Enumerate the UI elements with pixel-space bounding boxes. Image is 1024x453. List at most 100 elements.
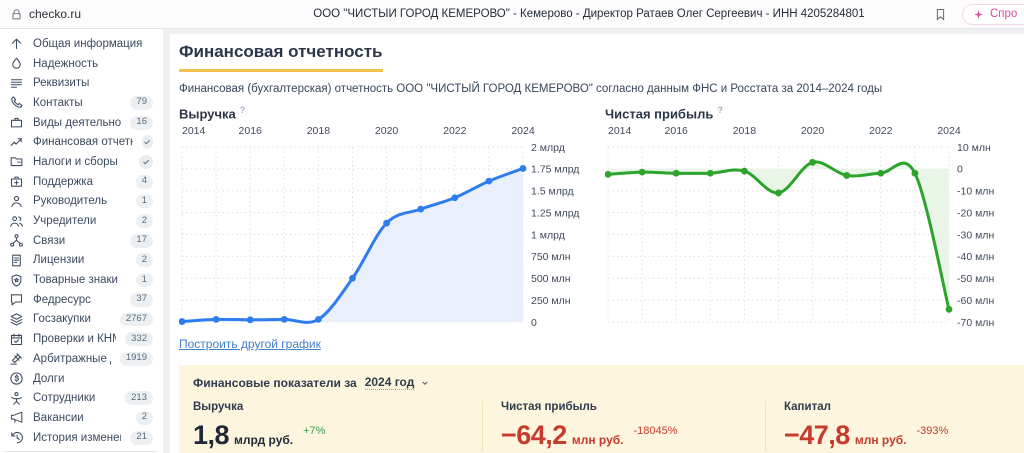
employees-icon [10,391,23,405]
indicator-card-1: Выручка 1,8 млрд руб. +7% [193,401,482,451]
layers-icon [10,313,23,326]
chart-net-profit-canvas: 10 млн 0 -10 млн -20 млн -30 млн -40 млн -50 м… [604,123,1023,334]
indicator-unit: млн руб. [854,433,907,447]
sidebar-item-label: Налоги и сборы [33,155,118,168]
help-icon[interactable]: ? [717,105,723,115]
svg-text:-50 млн: -50 млн [957,273,994,285]
support-icon [10,176,23,187]
sidebar-item[interactable]: Проверки и КНМ 332 [0,329,163,349]
sidebar-item-label: История изменений [33,431,121,444]
indicator-value: −47,8 [784,420,850,450]
indicator-label: Капитал [784,401,831,413]
sidebar-item[interactable]: Связи 17 [0,231,163,251]
svg-text:2 млрд: 2 млрд [531,142,565,154]
sidebar-item-label: Арбитражные дела [33,352,111,365]
bookmark-icon [936,8,945,21]
svg-text:2018: 2018 [733,125,757,137]
ask-button-label: Спро [990,8,1018,20]
sidebar-item[interactable]: Долги [0,369,163,389]
chart-net-profit-title: Чистая прибыль [605,106,714,122]
svg-text:2022: 2022 [869,125,893,137]
check-icon [143,159,149,165]
indicator-value: 1,8 [193,420,230,450]
sidebar-item[interactable]: Руководитель 1 [0,192,163,212]
sidebar-item-label: Контакты [33,96,83,109]
chart-revenue-title: Выручка [179,106,236,122]
page-title: ООО "ЧИСТЫЙ ГОРОД КЕМЕРОВО" - Кемерово -… [313,8,865,20]
chevron-down-icon [422,381,428,385]
calendar-icon [10,333,23,345]
sidebar-item[interactable]: Виды деятельности 16 [0,113,163,133]
count-badge: 2 [135,410,153,425]
bookmark-button[interactable] [933,7,948,22]
sidebar-item-label: Вакансии [33,411,84,424]
svg-text:2016: 2016 [665,125,689,137]
main-content: Финансовая отчетность Финансовая (бухгал… [163,29,1024,453]
year-selector[interactable]: 2024 год [364,375,415,390]
sidebar-item[interactable]: Вакансии 2 [0,408,163,428]
svg-text:1.5 млрд: 1.5 млрд [531,186,574,198]
sidebar-item[interactable]: Учредители 2 [0,211,163,231]
help-icon[interactable]: ? [239,105,246,115]
bubble-icon [10,294,23,306]
indicator-card-3: Капитал −47,8 млн руб. -393% [765,401,1008,451]
svg-text:2014: 2014 [182,125,206,137]
count-badge: 1919 [119,351,153,366]
sidebar-item-label: Реквизиты [33,77,90,90]
sidebar-item-label: Надежность [33,57,99,70]
count-badge: 37 [130,292,153,307]
sidebar-item-label: Госзакупки [33,313,91,326]
check-badge [141,135,153,150]
sidebar-item[interactable]: Поддержка 4 [0,172,163,192]
sidebar-item[interactable]: Федресурс 37 [0,290,163,310]
sidebar-item[interactable]: Финансовая отчетность [0,132,163,152]
sidebar-item[interactable]: Сотрудники 213 [0,388,163,408]
svg-text:2022: 2022 [443,125,467,137]
briefcase-icon [10,118,23,128]
count-badge: 332 [125,332,153,347]
sidebar-item[interactable]: Общая информация [0,34,163,54]
sidebar: Общая информация Надежность Реквизиты Конта… [0,29,163,453]
svg-text:250 млн: 250 млн [531,295,571,307]
chart-revenue: Выручка? 2 млрд 1.75 млрд 1.5 млрд 1.25 млр… [178,105,597,353]
sidebar-item[interactable]: Налоги и сборы [0,152,163,172]
history-icon [11,432,23,444]
page: Общая информация Надежность Реквизиты Конта… [0,29,1024,453]
svg-text:2020: 2020 [801,125,825,137]
svg-text:0: 0 [957,164,963,176]
sidebar-item-label: Виды деятельности [33,116,122,129]
ask-button[interactable]: Спро [962,3,1024,25]
sidebar-item[interactable]: Арбитражные дела 1919 [0,349,163,369]
check-icon [144,140,151,145]
person-icon [11,195,22,207]
sidebar-item-label: Общая информация [33,37,143,50]
sidebar-item[interactable]: Лицензии 2 [0,251,163,271]
sidebar-item-label: Федресурс [33,293,91,306]
sidebar-item-label: Товарные знаки [33,274,118,287]
license-icon [12,254,21,267]
count-badge: 4 [135,174,153,189]
build-other-chart-link[interactable]: Построить другой график [179,337,321,351]
sidebar-item-label: Руководитель [33,195,108,208]
check-badge [139,154,153,169]
svg-text:750 млн: 750 млн [531,251,571,263]
indicator-unit: млрд руб. [234,433,294,447]
indicator-unit: млн руб. [571,433,624,447]
sidebar-item[interactable]: Надежность [0,54,163,74]
chart-net-profit: Чистая прибыль? 10 млн 0 -10 млн -20 млн -30… [604,105,1023,353]
sidebar-item[interactable]: Госзакупки 2767 [0,310,163,330]
count-badge: 79 [130,95,153,110]
count-badge: 2767 [119,312,153,327]
svg-text:500 млн: 500 млн [531,273,571,285]
address-bar[interactable]: checko.ru [10,7,245,21]
sidebar-item[interactable]: Контакты 79 [0,93,163,113]
svg-text:-40 млн: -40 млн [957,251,994,263]
sidebar-item[interactable]: История изменений 21 [0,428,163,448]
indicator-delta: +7% [303,425,326,437]
sidebar-item[interactable]: Товарные знаки 1 [0,270,163,290]
url-text: checko.ru [29,7,82,21]
sidebar-item-label: Связи [33,234,66,247]
chart-plot: 2 млрд 1.75 млрд 1.5 млрд 1.25 млрд 1 млрд 75… [178,125,579,329]
sidebar-item[interactable]: Реквизиты [0,73,163,93]
financial-indicators-panel: Финансовые показатели за 2024 год Выручк… [179,365,1024,453]
